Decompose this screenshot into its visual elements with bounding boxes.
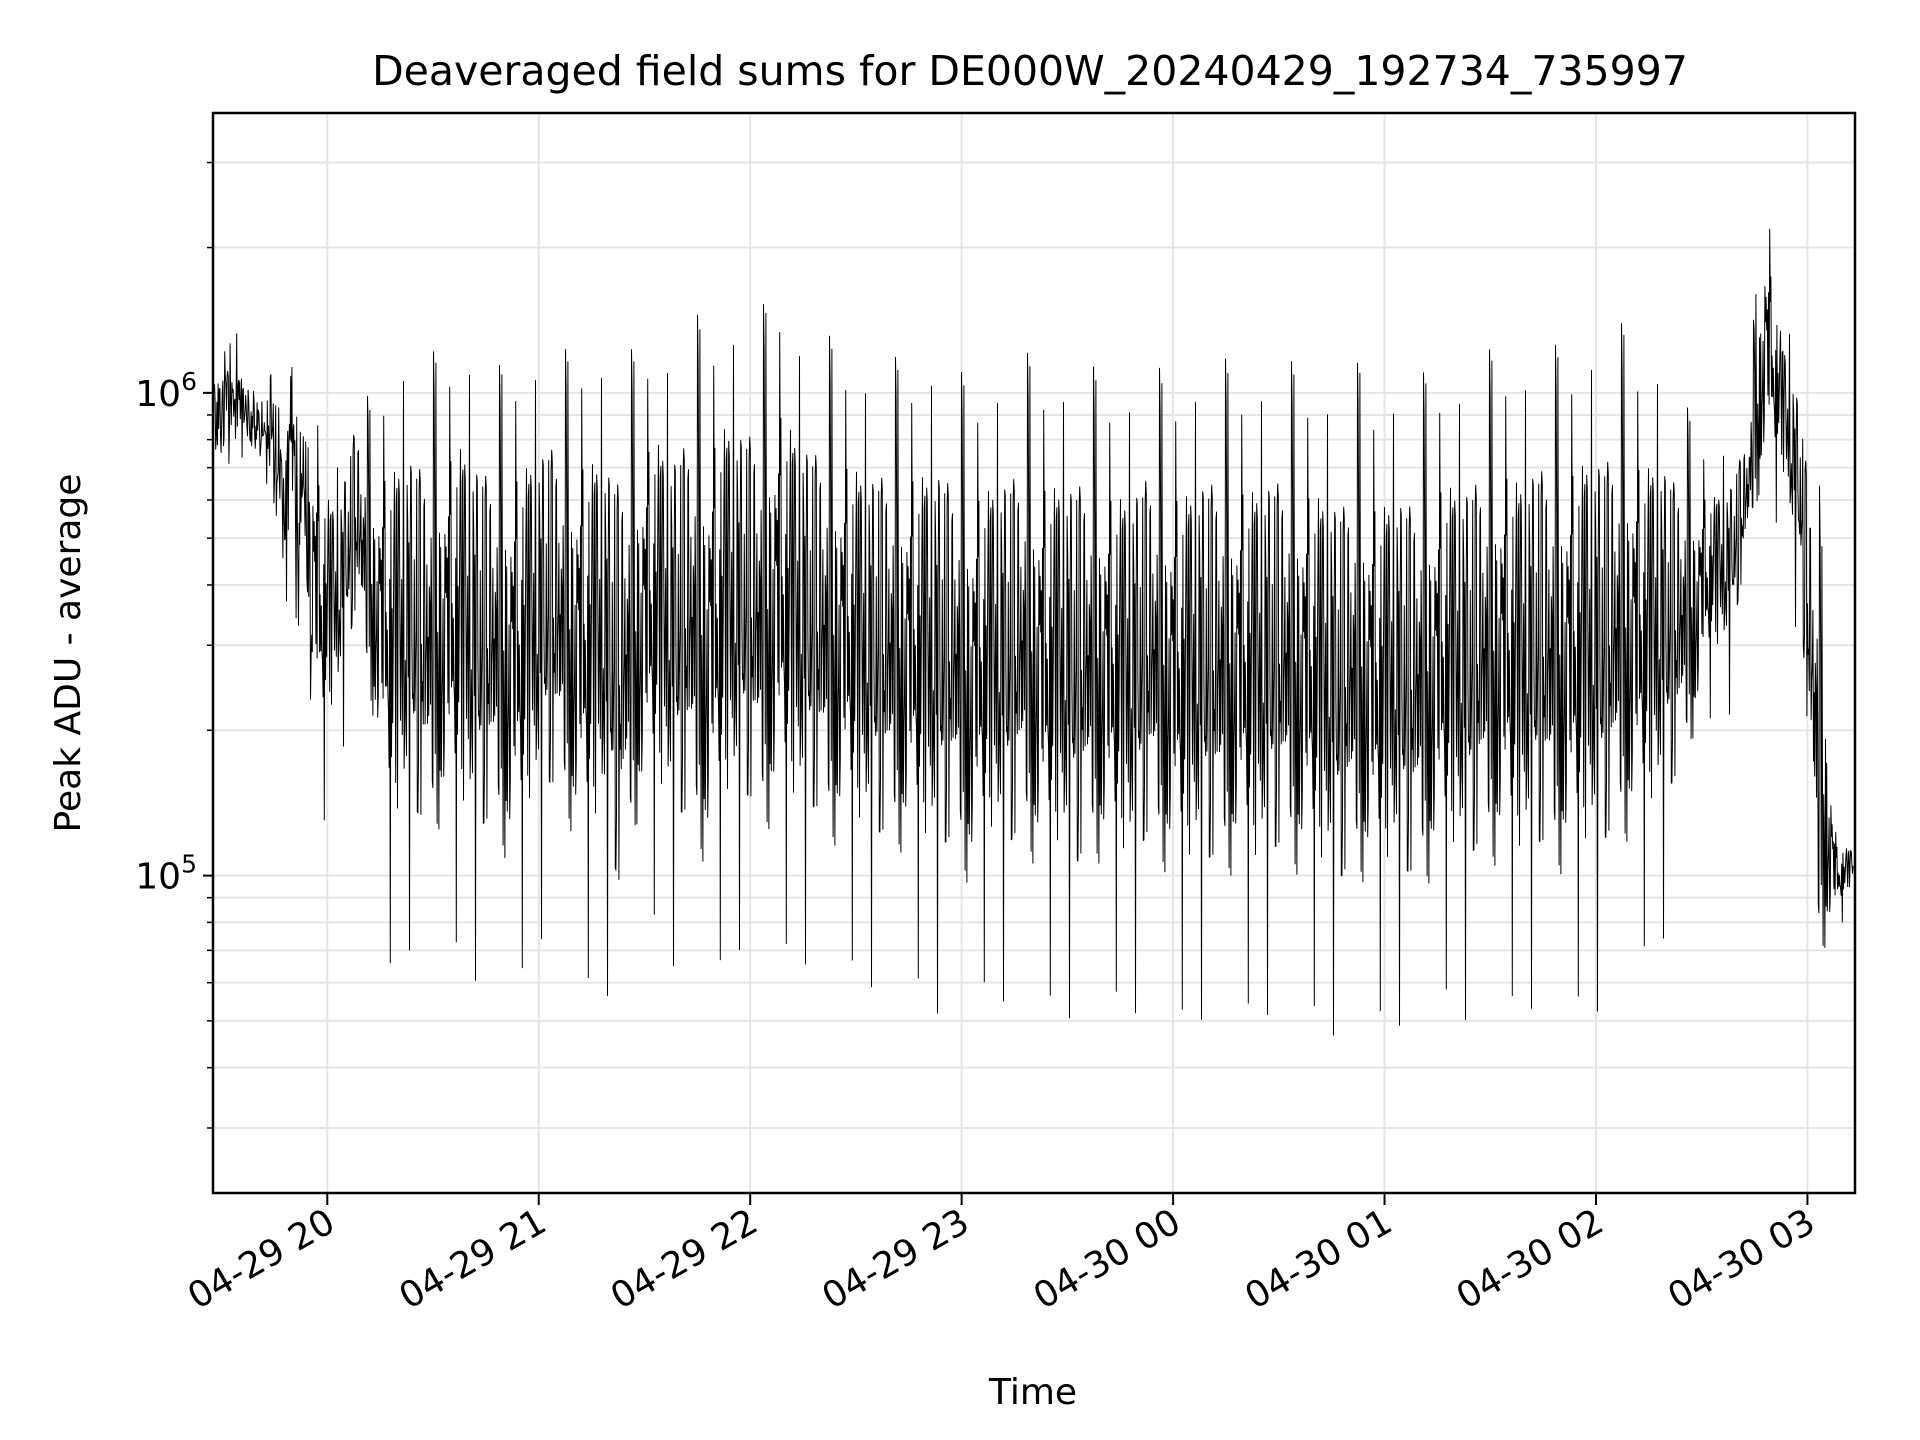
y-tick-label-base: 10	[135, 857, 181, 898]
y-tick-label: 105	[135, 850, 197, 898]
series-line	[214, 228, 1854, 1036]
y-tick-label: 106	[135, 367, 197, 415]
x-axis-label: Time	[988, 1372, 1077, 1413]
y-tick-label-exponent: 5	[181, 850, 197, 879]
series-layer	[214, 228, 1854, 1036]
plot-frame	[211, 111, 1857, 1195]
chart-title: Deaveraged field sums for DE000W_2024042…	[372, 47, 1688, 95]
y-tick-label-exponent: 6	[181, 367, 197, 396]
y-axis-label: Peak ADU - average	[48, 474, 89, 833]
y-tick-label-base: 10	[135, 374, 181, 415]
